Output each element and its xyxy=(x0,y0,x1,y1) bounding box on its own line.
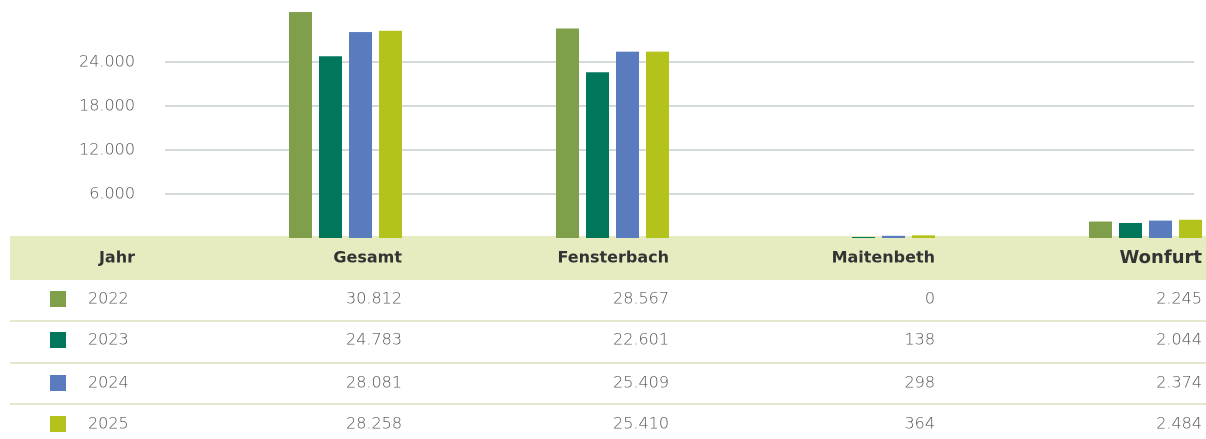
bar xyxy=(882,235,905,238)
table-cell: 25.409 xyxy=(613,373,669,392)
table-cell: 138 xyxy=(904,330,935,349)
bar xyxy=(1119,223,1142,238)
table-cell: 25.410 xyxy=(613,414,669,433)
table-cell: 298 xyxy=(904,373,935,392)
legend-swatch xyxy=(50,416,66,432)
bar xyxy=(616,51,639,239)
legend-swatch xyxy=(50,375,66,391)
column-header: Maitenbeth xyxy=(832,248,935,267)
table-cell: 22.601 xyxy=(613,330,669,349)
table-cell: 28.567 xyxy=(613,289,669,308)
bar xyxy=(556,28,579,238)
bar xyxy=(1089,221,1112,238)
bar xyxy=(586,72,609,238)
bar xyxy=(1149,220,1172,238)
column-header: Fensterbach xyxy=(557,248,669,267)
y-tick-label: 12.000 xyxy=(79,140,135,159)
bar xyxy=(646,51,669,238)
table-cell: 2.044 xyxy=(1156,330,1202,349)
bar xyxy=(349,32,372,239)
table-cell: 30.812 xyxy=(346,289,402,308)
legend-label: 2023 xyxy=(88,330,129,349)
row-header: Jahr xyxy=(98,248,135,267)
table-cell: 28.081 xyxy=(346,373,402,392)
table-cell: 24.783 xyxy=(346,330,402,349)
table-cell: 364 xyxy=(904,414,935,433)
table-cell: 2.374 xyxy=(1156,373,1202,392)
y-tick-label: 24.000 xyxy=(79,52,135,71)
legend-label: 2024 xyxy=(88,373,129,392)
bar xyxy=(289,12,312,238)
legend-label: 2025 xyxy=(88,414,129,433)
column-header: Wonfurt xyxy=(1119,247,1202,268)
table-cell: 2.245 xyxy=(1156,289,1202,308)
table-cell: 0 xyxy=(925,289,935,308)
table-cell: 28.258 xyxy=(346,414,402,433)
legend-swatch xyxy=(50,332,66,348)
table-header-band xyxy=(10,236,1206,280)
bar xyxy=(1179,219,1202,238)
bar xyxy=(912,235,935,238)
y-tick-label: 18.000 xyxy=(79,96,135,115)
legend-label: 2022 xyxy=(88,289,129,308)
y-tick-label: 6.000 xyxy=(89,184,135,203)
bar xyxy=(852,236,875,238)
bar xyxy=(379,30,402,239)
column-header: Gesamt xyxy=(333,248,402,267)
bar xyxy=(319,56,342,239)
legend-swatch xyxy=(50,291,66,307)
table-cell: 2.484 xyxy=(1156,414,1202,433)
